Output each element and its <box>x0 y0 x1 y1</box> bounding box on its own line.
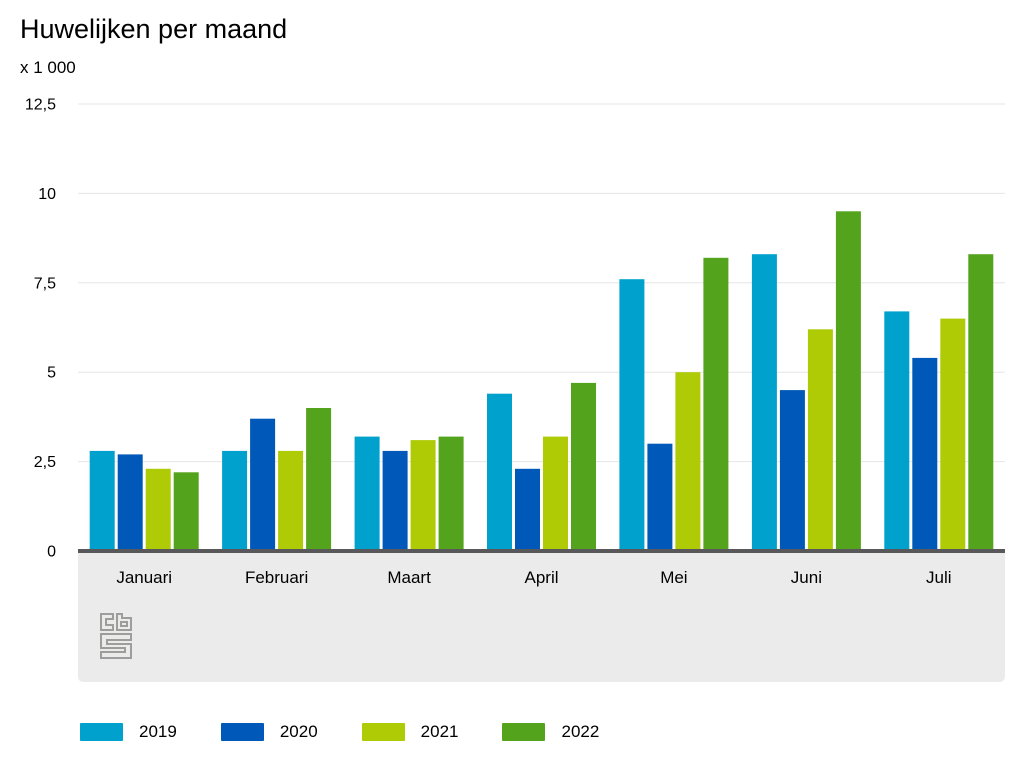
x-axis-category-label: Juni <box>791 568 822 587</box>
y-axis-tick-label: 0 <box>47 544 56 561</box>
x-axis-category-label: Januari <box>116 568 172 587</box>
bar-maart-2022 <box>438 436 464 551</box>
cbs-logo-letter-b <box>116 613 132 631</box>
bar-januari-2020 <box>117 454 143 551</box>
bar-april-2021 <box>543 436 568 551</box>
bar-februari-2021 <box>278 450 304 551</box>
legend-item-2020: 2020 <box>220 722 318 741</box>
bar-januari-2019 <box>89 450 115 551</box>
cbs-logo-letter-s <box>100 633 132 659</box>
bar-mei-2022 <box>703 257 729 551</box>
bar-april-2020 <box>515 468 540 551</box>
legend-swatch-2019 <box>80 722 123 741</box>
legend-label: 2019 <box>139 722 177 741</box>
legend-item-2019: 2019 <box>80 722 177 741</box>
bar-februari-2020 <box>250 418 276 551</box>
bar-juni-2020 <box>779 390 805 551</box>
bar-april-2022 <box>571 382 596 551</box>
chart-unit-label: x 1 000 <box>20 58 76 77</box>
legend-label: 2020 <box>279 722 318 741</box>
x-axis-line <box>78 549 1005 553</box>
x-axis-category-label: April <box>524 568 558 587</box>
x-axis-category-label: Juli <box>926 568 952 587</box>
bar-mei-2019 <box>619 279 645 551</box>
bar-juni-2021 <box>807 329 833 551</box>
bar-maart-2019 <box>354 436 380 551</box>
bar-chart-plot: 0 2,5 5 7,5 10 12,5 Januari Februari Maart April M… <box>25 97 1005 682</box>
y-axis-tick-label: 5 <box>47 365 56 382</box>
chart-title: Huwelijken per maand <box>20 14 288 44</box>
legend-swatch-2022 <box>502 722 546 741</box>
legend-swatch-2020 <box>220 722 264 741</box>
y-axis-tick-label: 12,5 <box>25 97 56 114</box>
x-axis-band <box>78 553 1005 682</box>
legend-item-2021: 2021 <box>361 722 459 741</box>
bar-juni-2022 <box>835 211 861 552</box>
bar-februari-2022 <box>306 408 332 551</box>
y-axis-tick-label: 7,5 <box>34 275 56 292</box>
cbs-logo-letter-c <box>100 613 114 631</box>
bar-juli-2019 <box>884 311 910 551</box>
chart-legend: 2019 2020 2021 2022 <box>80 722 599 741</box>
bar-april-2019 <box>487 393 512 551</box>
bar-februari-2019 <box>222 450 248 551</box>
x-axis-category-label: Mei <box>660 568 687 587</box>
bar-juli-2022 <box>968 254 994 551</box>
legend-label: 2021 <box>420 722 459 741</box>
y-axis-tick-label: 10 <box>38 186 56 203</box>
bar-maart-2020 <box>382 450 408 551</box>
legend-item-2022: 2022 <box>502 722 599 741</box>
bar-maart-2021 <box>410 440 436 551</box>
y-axis-tick-label: 2,5 <box>34 454 56 471</box>
bar-januari-2021 <box>145 468 171 551</box>
bar-mei-2020 <box>647 443 673 551</box>
x-axis-category-label: Februari <box>245 568 308 587</box>
x-axis-category-label: Maart <box>387 568 431 587</box>
bar-juni-2019 <box>751 254 777 551</box>
bar-januari-2022 <box>173 472 199 551</box>
bar-juli-2020 <box>912 357 938 551</box>
bar-mei-2021 <box>675 372 701 551</box>
cbs-logo-icon <box>100 613 132 659</box>
bar-juli-2021 <box>940 318 966 551</box>
legend-label: 2022 <box>561 722 600 741</box>
legend-swatch-2021 <box>361 722 405 741</box>
